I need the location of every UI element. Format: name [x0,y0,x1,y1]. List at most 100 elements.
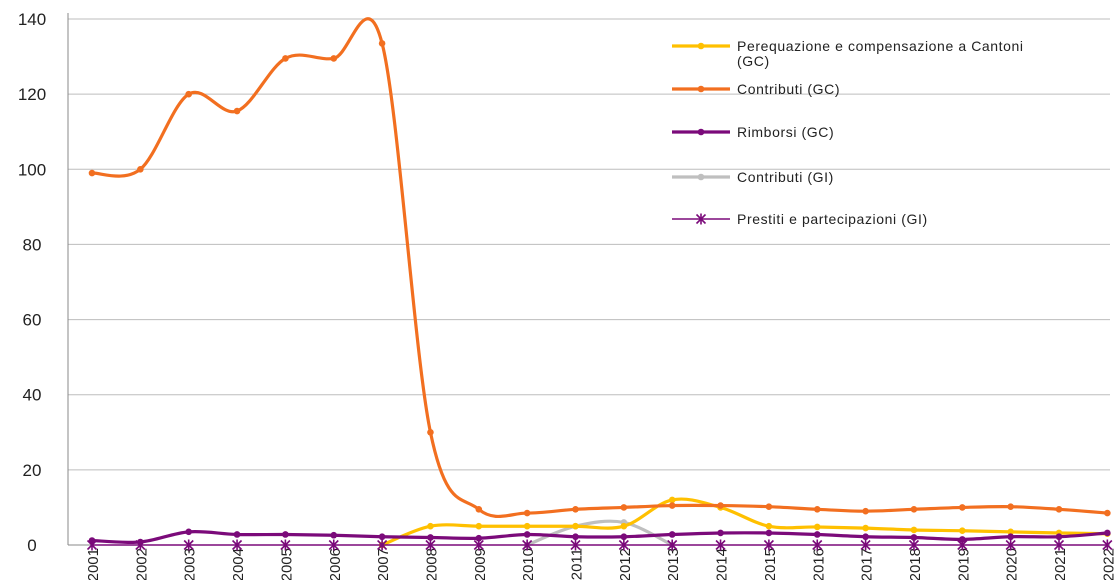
data-point [618,539,629,551]
data-point [233,107,241,115]
data-point [427,522,434,530]
data-point [572,522,579,530]
x-tick-label: 2014 [714,548,731,580]
x-tick-label: 2021 [1052,548,1069,580]
data-point [1104,529,1111,537]
series-2 [88,528,1111,546]
data-point [667,539,678,551]
data-point [620,522,628,530]
data-point [233,531,241,538]
x-tick-label: 2001 [85,548,102,580]
x-tick-label: 2015 [762,548,779,580]
data-point [88,169,96,177]
data-point [185,528,192,536]
data-point [475,522,483,530]
data-point [1007,528,1014,536]
data-point [668,531,676,538]
series-line [381,497,1108,547]
data-point [231,539,243,551]
x-tick-label: 2002 [133,548,150,580]
series-1 [88,17,1111,519]
data-point [765,529,773,537]
x-tick-label: 2018 [907,548,924,580]
data-point [717,502,724,509]
data-point [330,531,338,539]
data-point [572,533,579,541]
data-point [427,534,434,541]
data-point [425,539,436,551]
y-tick-label: 40 [23,386,42,405]
data-point [959,504,966,511]
data-point [813,506,821,513]
data-point [1007,533,1014,541]
data-point [522,539,533,551]
y-tick-label: 120 [18,85,46,104]
data-point [185,90,192,98]
data-point [137,165,144,173]
x-axis-ticks: 2001 2002 2003 2004 2005 2006 2007 2008 2009 2010… [85,545,1117,580]
data-point [959,536,966,543]
data-point [813,523,821,531]
grid-lines [68,18,1110,471]
legend-label: Rimborsi (GC) [737,124,834,140]
data-point [959,527,966,535]
data-point [763,539,774,551]
x-tick-label: 2012 [617,548,634,580]
data-point [88,537,96,544]
legend-label: Contributi (GC) [737,81,840,97]
x-tick-label: 2010 [520,548,537,580]
data-point [330,55,338,62]
legend-entry-2: Rimborsi (GC) [672,124,834,140]
x-tick-label: 2017 [859,548,876,580]
data-point [860,539,871,551]
legend-marker [697,173,705,181]
legend-marker [695,213,707,225]
y-tick-label: 80 [23,235,42,254]
data-point [862,524,869,532]
legend: Perequazione e compensazione a Cantoni(G… [672,38,1024,227]
data-point [1053,539,1065,551]
data-point [282,55,289,62]
data-point [908,539,920,551]
data-point [378,533,386,541]
axes [67,13,1110,546]
data-point [1104,509,1111,517]
x-tick-label: 2006 [327,548,344,580]
x-tick-label: 2008 [423,548,440,580]
series-lines [86,17,1113,551]
y-tick-label: 60 [23,311,42,330]
legend-entry-3: Contributi (GI) [672,169,833,185]
x-tick-label: 2003 [182,548,199,580]
legend-label: (GC) [737,53,770,69]
data-point [620,533,628,541]
series-line [91,17,1108,519]
x-tick-label: 2004 [230,548,247,580]
data-point [715,539,726,551]
legend-marker [697,128,705,136]
data-point [183,539,194,551]
x-tick-label: 2016 [810,548,827,580]
data-point [910,506,918,513]
x-tick-label: 2013 [665,548,682,580]
data-point [862,507,869,515]
x-tick-label: 2020 [1004,548,1021,580]
data-point [280,539,291,551]
data-point [812,539,823,551]
data-point [1007,503,1014,510]
legend-marker [697,42,705,50]
data-point [282,531,289,538]
data-point [765,522,773,530]
x-tick-label: 2005 [278,548,295,580]
data-point [427,428,434,436]
data-point [1055,533,1063,541]
legend-label: Perequazione e compensazione a Cantoni [737,38,1024,54]
data-point [523,531,531,538]
data-point [765,503,773,510]
data-point [328,539,339,551]
legend-label: Prestiti e partecipazioni (GI) [737,211,928,227]
data-point [620,504,628,511]
data-point [1005,539,1016,551]
data-point [862,533,869,541]
data-point [910,526,918,534]
